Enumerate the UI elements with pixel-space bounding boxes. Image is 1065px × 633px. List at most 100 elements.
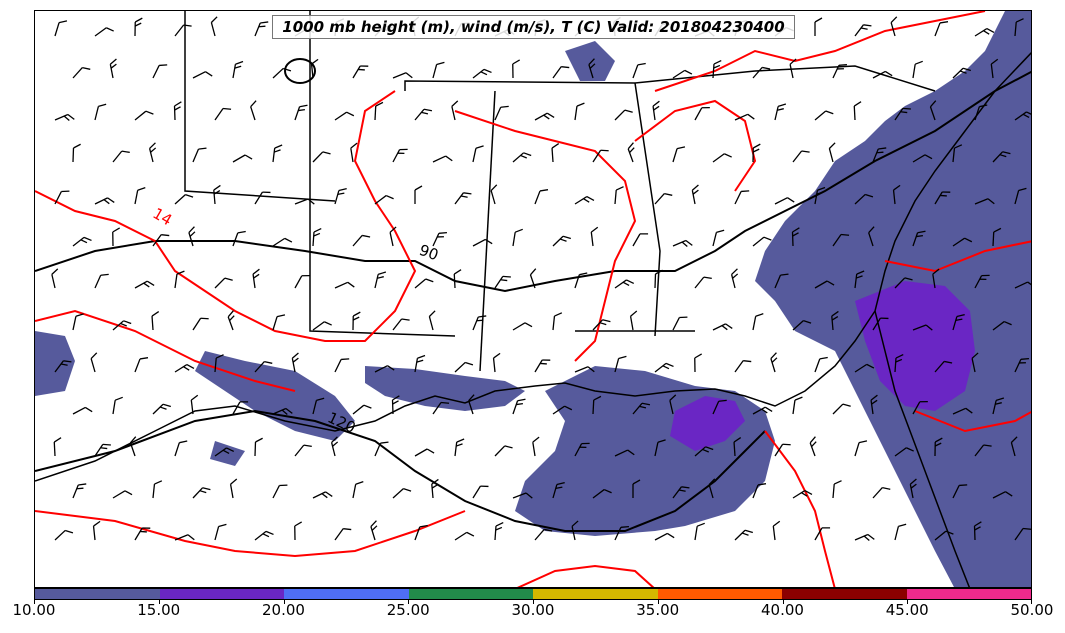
wind-barb — [330, 436, 339, 457]
wind-barb — [454, 361, 474, 373]
wind-barb — [334, 281, 355, 289]
wind-barb — [392, 72, 413, 79]
wind-barb — [952, 407, 973, 415]
wind-barb — [912, 324, 933, 331]
wind-barb — [352, 311, 361, 331]
wind-barb — [232, 230, 246, 247]
wind-barb — [894, 107, 911, 121]
wind-barb — [974, 274, 990, 289]
wind-barb — [534, 189, 549, 205]
precip-core-gulf — [670, 396, 745, 451]
wind-barb — [134, 280, 155, 289]
wind-barb — [694, 446, 714, 457]
wind-barb — [472, 68, 492, 79]
wind-barb — [272, 144, 283, 163]
wind-barb — [708, 478, 716, 499]
wind-barb — [294, 521, 303, 541]
temp-contour-4 — [35, 510, 466, 558]
wind-barb — [752, 236, 772, 247]
wind-barb — [374, 101, 384, 121]
wind-barb — [854, 24, 872, 37]
wind-barb — [1014, 187, 1027, 205]
wind-barb — [148, 142, 157, 163]
wind-barb — [454, 192, 472, 205]
temp-contour-2 — [454, 110, 637, 362]
wind-barb — [854, 363, 875, 373]
wind-barb — [872, 486, 891, 499]
wind-barb — [551, 143, 560, 163]
wind-barb — [694, 353, 703, 373]
wind-barb — [974, 198, 995, 205]
wind-barb — [94, 27, 114, 37]
wind-barb — [694, 276, 712, 289]
colorbar-segment — [782, 589, 907, 599]
wind-barb — [312, 227, 322, 247]
wind-barb — [94, 443, 111, 457]
wind-barb — [854, 440, 868, 457]
wind-barb — [472, 485, 489, 499]
wind-barb — [770, 352, 778, 373]
wind-barb — [592, 319, 611, 331]
precip-area-sw — [210, 441, 245, 466]
wind-barb — [832, 63, 848, 79]
wind-barb — [971, 352, 979, 373]
wind-barb — [352, 404, 372, 415]
wind-barb — [472, 238, 493, 247]
wind-barb — [672, 239, 693, 247]
wind-barb — [432, 155, 453, 163]
wind-barb — [789, 58, 797, 79]
colorbar-label: 10.00 — [12, 601, 56, 619]
wind-barb — [992, 397, 1005, 415]
wind-barb — [151, 311, 160, 331]
wind-barb — [588, 58, 596, 79]
wind-barb — [952, 313, 965, 331]
wind-barb — [894, 353, 904, 373]
wind-barb — [431, 478, 439, 499]
state-line-7 — [754, 65, 936, 92]
wind-barb — [734, 360, 752, 373]
temperature-contours — [35, 11, 1031, 587]
wind-barb — [190, 394, 199, 415]
wind-barb — [374, 271, 387, 289]
wind-barb — [552, 312, 563, 331]
colorbar-segment — [657, 589, 782, 599]
wind-barb — [534, 112, 555, 121]
wind-barb — [712, 399, 727, 415]
map-panel: 90 120 14 — [34, 10, 1032, 588]
wind-barb — [952, 237, 973, 247]
colorbar-tick — [1031, 600, 1032, 604]
wind-barb — [134, 110, 154, 121]
wind-barb — [109, 58, 117, 79]
wind-barb — [814, 280, 835, 289]
wind-barb — [934, 530, 954, 541]
precip-area-west — [35, 331, 75, 396]
wind-barb — [992, 227, 1002, 247]
wind-barb — [952, 484, 968, 499]
wind-barb — [614, 186, 624, 205]
wind-barbs — [51, 16, 1031, 541]
wind-barb — [312, 397, 325, 415]
wind-barb — [973, 521, 982, 541]
wind-barb — [912, 401, 928, 415]
wind-barb — [734, 190, 750, 205]
colorbar-tick — [408, 600, 410, 604]
temp-contour-8 — [914, 410, 1031, 433]
wind-barb — [752, 406, 773, 415]
wind-barb — [174, 194, 194, 205]
wind-barb — [854, 270, 865, 289]
wind-barb — [1014, 18, 1024, 37]
wind-barb — [92, 520, 101, 541]
wind-barb — [192, 147, 207, 163]
wind-barb — [254, 21, 269, 37]
wind-barb — [892, 184, 901, 205]
wind-barb — [512, 398, 526, 415]
wind-barb — [294, 275, 310, 289]
height-contour-small-1 — [284, 58, 317, 84]
wind-barb — [414, 108, 433, 121]
wind-barb — [854, 193, 874, 205]
wind-barb — [592, 488, 612, 499]
wind-barb — [832, 403, 851, 415]
wind-barb — [909, 478, 917, 499]
wind-barb — [174, 534, 195, 541]
wind-barb — [654, 192, 673, 205]
